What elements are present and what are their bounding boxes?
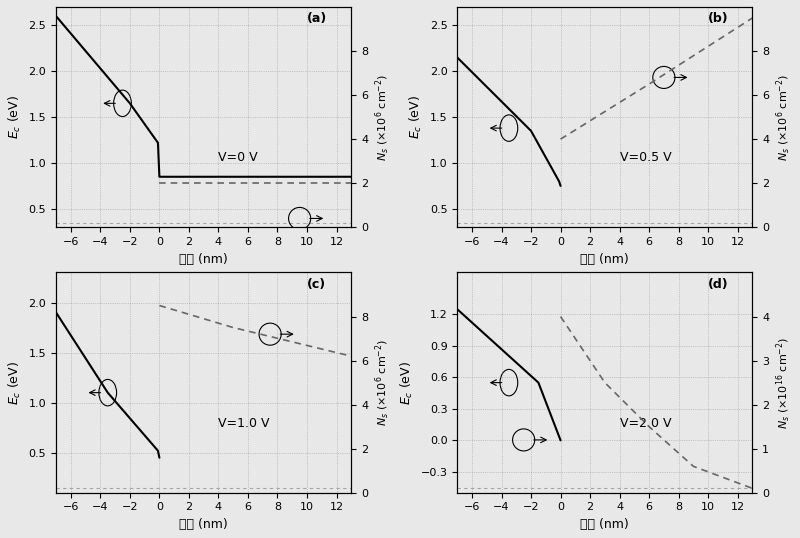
X-axis label: 深度 (nm): 深度 (nm) [179, 252, 228, 266]
Text: (d): (d) [708, 278, 729, 291]
Y-axis label: $E_c$ (eV): $E_c$ (eV) [399, 360, 415, 405]
X-axis label: 深度 (nm): 深度 (nm) [581, 252, 630, 266]
X-axis label: 深度 (nm): 深度 (nm) [179, 518, 228, 531]
Y-axis label: $N_s$ ($\times10^6$ cm$^{-2}$): $N_s$ ($\times10^6$ cm$^{-2}$) [374, 339, 392, 426]
Text: (b): (b) [708, 12, 729, 25]
Text: V=1.0 V: V=1.0 V [218, 417, 270, 430]
Y-axis label: $N_s$ ($\times10^6$ cm$^{-2}$): $N_s$ ($\times10^6$ cm$^{-2}$) [775, 74, 793, 161]
Text: (c): (c) [307, 278, 326, 291]
Text: V=0.5 V: V=0.5 V [620, 151, 671, 164]
Text: V=0 V: V=0 V [218, 151, 258, 164]
Y-axis label: $E_c$ (eV): $E_c$ (eV) [7, 95, 23, 139]
Text: (a): (a) [307, 12, 327, 25]
Y-axis label: $N_s$ ($\times10^6$ cm$^{-2}$): $N_s$ ($\times10^6$ cm$^{-2}$) [374, 74, 392, 161]
Y-axis label: $E_c$ (eV): $E_c$ (eV) [408, 95, 424, 139]
X-axis label: 深度 (nm): 深度 (nm) [581, 518, 630, 531]
Text: V=2.0 V: V=2.0 V [620, 417, 671, 430]
Y-axis label: $E_c$ (eV): $E_c$ (eV) [7, 360, 23, 405]
Y-axis label: $N_s$ ($\times10^{16}$ cm$^{-2}$): $N_s$ ($\times10^{16}$ cm$^{-2}$) [775, 337, 793, 429]
